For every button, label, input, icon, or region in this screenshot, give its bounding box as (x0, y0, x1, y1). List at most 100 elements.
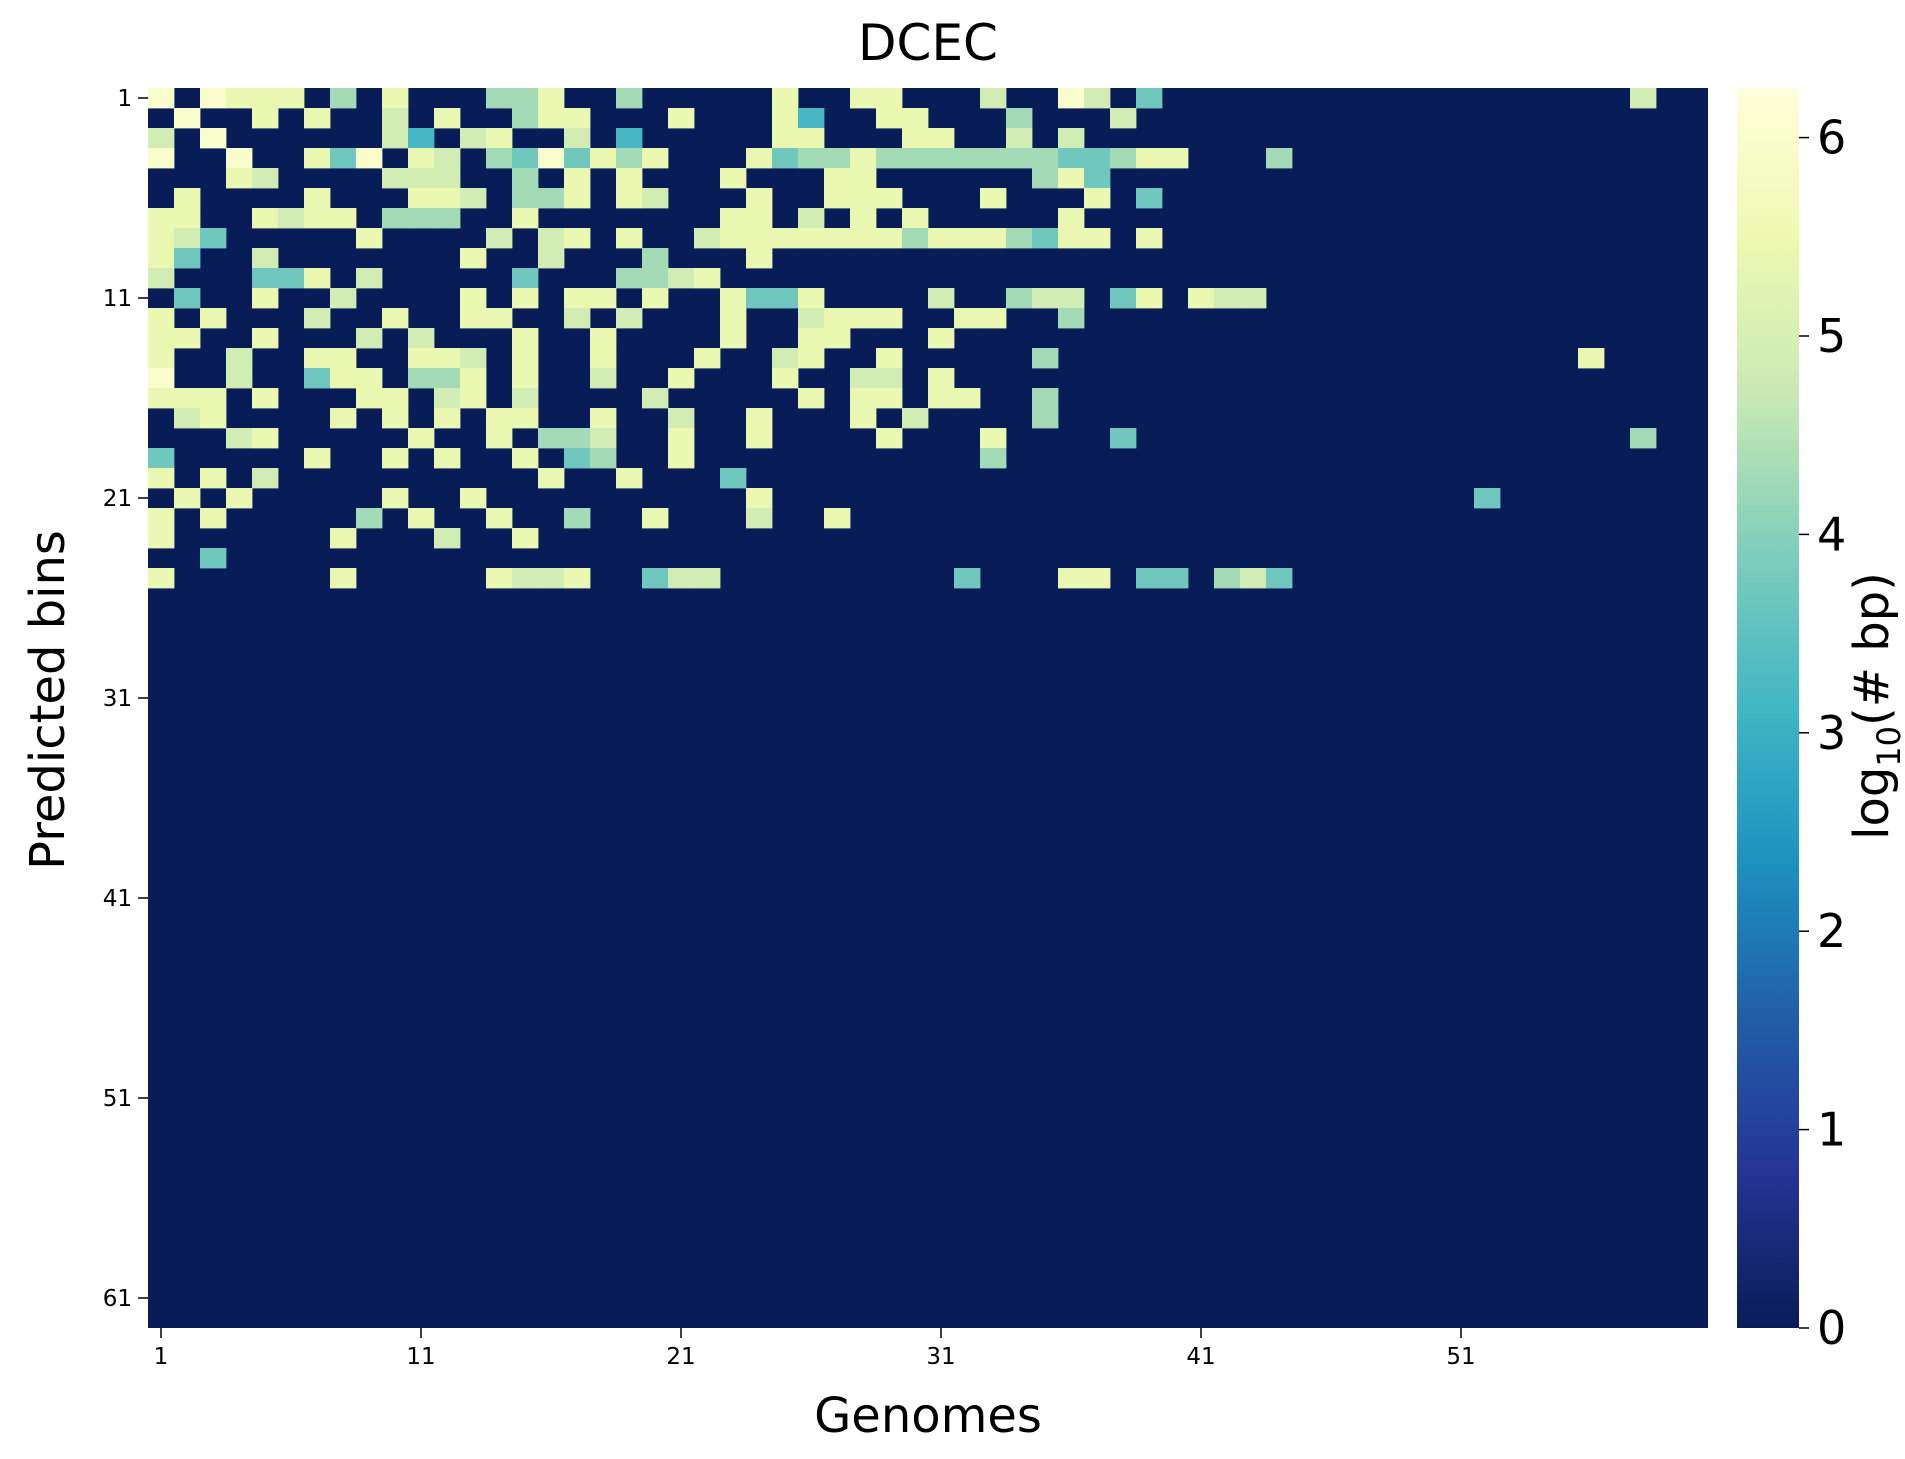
heatmap-cell (694, 568, 721, 589)
colorbar-tick-label: 1 (1817, 1103, 1846, 1157)
heatmap-cell (460, 128, 487, 149)
heatmap-cell (746, 248, 773, 269)
heatmap-cell (252, 108, 279, 129)
heatmap-cell (1032, 288, 1059, 309)
heatmap-cell (1058, 88, 1085, 109)
heatmap-cell (330, 288, 357, 309)
heatmap-cell (824, 188, 851, 209)
heatmap-cell (200, 468, 227, 489)
heatmap-cell (616, 228, 643, 249)
heatmap-cell (460, 348, 487, 369)
heatmap-cell (304, 368, 331, 389)
heatmap-cell (590, 428, 617, 449)
heatmap-cell (980, 428, 1007, 449)
y-tick-label: 41 (103, 886, 132, 912)
heatmap-cell (1058, 128, 1085, 149)
heatmap-cell (408, 128, 435, 149)
heatmap-cell (590, 348, 617, 369)
heatmap-cell (1058, 208, 1085, 229)
heatmap-cell (1058, 228, 1085, 249)
heatmap-cell (148, 228, 175, 249)
heatmap-cell (512, 148, 539, 169)
heatmap-cell (512, 168, 539, 189)
heatmap-cell (512, 528, 539, 549)
heatmap-cell (1058, 168, 1085, 189)
heatmap-cell (538, 108, 565, 129)
heatmap-cell (330, 148, 357, 169)
heatmap-cell (1084, 168, 1111, 189)
heatmap-cell (1136, 228, 1163, 249)
heatmap-cell (928, 388, 955, 409)
heatmap-cell (928, 128, 955, 149)
heatmap-cell (850, 88, 877, 109)
heatmap-cell (148, 128, 175, 149)
heatmap-cell (538, 148, 565, 169)
heatmap-cell (642, 508, 669, 529)
heatmap-cell (252, 208, 279, 229)
heatmap-cell (434, 368, 461, 389)
heatmap-cell (148, 448, 175, 469)
heatmap-cell (564, 148, 591, 169)
heatmap-cell (200, 388, 227, 409)
heatmap-cell (512, 208, 539, 229)
heatmap-cell (928, 148, 955, 169)
heatmap-cell (1162, 148, 1189, 169)
heatmap-cell (382, 168, 409, 189)
heatmap-cell (850, 408, 877, 429)
heatmap-cell (174, 208, 201, 229)
heatmap-cell (824, 508, 851, 529)
heatmap-cell (252, 388, 279, 409)
heatmap-cell (1084, 568, 1111, 589)
heatmap-cell (616, 308, 643, 329)
heatmap-cell (330, 348, 357, 369)
heatmap-cell (772, 88, 799, 109)
heatmap-cell (876, 308, 903, 329)
heatmap-cell (434, 208, 461, 229)
heatmap-cell (746, 488, 773, 509)
heatmap-cell (798, 228, 825, 249)
y-tick-label: 51 (103, 1086, 132, 1112)
heatmap-cell (746, 208, 773, 229)
heatmap-cell (1214, 568, 1241, 589)
heatmap-cell (876, 188, 903, 209)
heatmap-cell (200, 128, 227, 149)
heatmap-cell (668, 448, 695, 469)
heatmap-grid (148, 88, 1708, 1328)
heatmap-cell (1032, 388, 1059, 409)
heatmap-cell (512, 348, 539, 369)
heatmap-cell (954, 388, 981, 409)
heatmap-cell (174, 108, 201, 129)
heatmap-cell (772, 128, 799, 149)
heatmap-cell (1006, 288, 1033, 309)
heatmap-cell (1162, 568, 1189, 589)
heatmap-cell (434, 188, 461, 209)
heatmap-cell (486, 508, 513, 529)
heatmap-cell (434, 108, 461, 129)
heatmap-cell (746, 148, 773, 169)
heatmap-cell (226, 348, 253, 369)
heatmap-cell (798, 388, 825, 409)
heatmap-cell (954, 308, 981, 329)
heatmap-cell (1136, 288, 1163, 309)
heatmap-cell (564, 448, 591, 469)
heatmap-cell (252, 88, 279, 109)
heatmap-cell (330, 528, 357, 549)
x-axis-ticks: 1 11 21 31 41 51 (154, 1328, 1476, 1370)
heatmap-cell (356, 148, 383, 169)
heatmap-cell (1110, 428, 1137, 449)
y-tick-label: 31 (103, 686, 132, 712)
heatmap-cell (538, 188, 565, 209)
heatmap-cell (798, 148, 825, 169)
heatmap-cell (590, 288, 617, 309)
heatmap-cell (200, 548, 227, 569)
heatmap-cell (720, 228, 747, 249)
heatmap-cell (148, 368, 175, 389)
x-tick-label: 21 (666, 1344, 695, 1370)
heatmap-cell (538, 468, 565, 489)
heatmap-cell (356, 268, 383, 289)
heatmap-cell (408, 348, 435, 369)
heatmap-cell (226, 88, 253, 109)
colorbar-title-rest: (# bp) (1844, 572, 1900, 726)
heatmap-cell (1006, 148, 1033, 169)
heatmap-cell (512, 448, 539, 469)
